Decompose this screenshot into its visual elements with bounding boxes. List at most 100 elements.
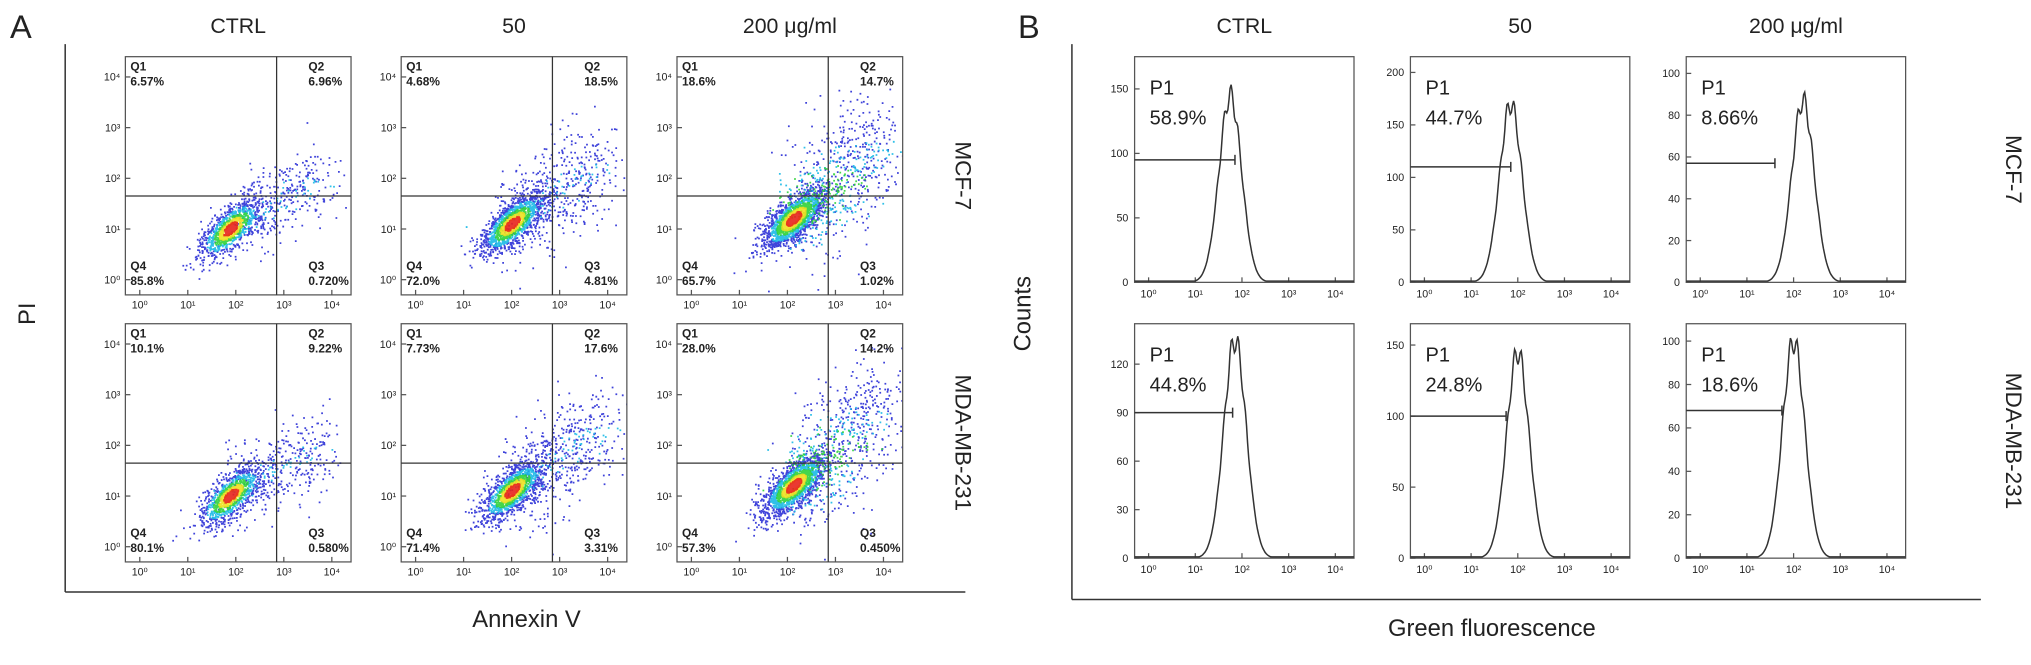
x-tick-label: 10⁰: [683, 567, 700, 579]
x-tick-label: 10²: [1786, 564, 1802, 576]
y-tick-label: 60: [1116, 456, 1128, 468]
y-tick-label: 200: [1386, 67, 1404, 79]
y-tick-label: 60: [1668, 423, 1680, 435]
x-tick-label: 10⁰: [132, 567, 149, 579]
x-tick-label: 10¹: [1188, 288, 1204, 300]
quadrant-name: Q1: [682, 327, 698, 341]
quadrant-name: Q3: [584, 526, 600, 540]
gate-name: P1: [1150, 77, 1175, 99]
histogram-curve: [1134, 336, 1354, 558]
quadrant-value: 9.22%: [308, 342, 342, 356]
quadrant-name: Q3: [308, 259, 324, 273]
y-tick-label: 20: [1668, 510, 1680, 522]
dot-cloud: [182, 122, 347, 280]
quadrant-name: Q1: [406, 59, 422, 73]
gate-value: 24.8%: [1425, 374, 1482, 396]
y-tick-label: 10³: [657, 122, 673, 134]
x-tick-label: 10¹: [1739, 288, 1755, 300]
plot-frame: [676, 323, 904, 563]
dots: [464, 374, 627, 556]
plot-frame: [1685, 323, 1907, 559]
quadrant-name: Q2: [308, 59, 324, 73]
x-tick-label: 10⁴: [324, 300, 341, 312]
dots: [460, 105, 626, 290]
quadrant-value: 14.7%: [860, 75, 894, 89]
dots: [504, 483, 521, 499]
quadrant-name: Q4: [130, 526, 146, 540]
x-tick-label: 10³: [1833, 564, 1849, 576]
x-axis-label: Green fluorescence: [1388, 615, 1596, 642]
quadrant-value: 71.4%: [406, 541, 440, 555]
y-tick-label: 0: [1122, 553, 1128, 565]
y-tick-label: 150: [1111, 84, 1129, 96]
y-tick-label: 0: [1674, 553, 1680, 565]
x-tick-label: 10⁴: [875, 300, 892, 312]
x-tick-label: 10¹: [456, 300, 472, 312]
y-tick-label: 50: [1392, 482, 1404, 494]
x-tick-label: 10³: [276, 567, 292, 579]
x-tick-label: 10¹: [1463, 564, 1479, 576]
gate-value: 44.7%: [1425, 107, 1482, 129]
y-tick-label: 40: [1668, 466, 1680, 478]
x-tick-label: 10²: [1234, 288, 1250, 300]
dots: [786, 477, 803, 494]
dots: [733, 88, 903, 293]
y-tick-label: 0: [1398, 553, 1404, 565]
column-header: 200 μg/ml: [1749, 14, 1843, 38]
plot-frame: [676, 56, 904, 296]
y-tick-label: 10¹: [381, 491, 397, 503]
y-tick-label: 80: [1668, 110, 1680, 122]
y-axis-label: PI: [14, 302, 41, 325]
y-tick-label: 10²: [657, 440, 673, 452]
x-tick-label: 10¹: [456, 567, 472, 579]
row-label: MDA-MB-231: [2001, 373, 2026, 510]
quadrant-value: 7.73%: [406, 342, 440, 356]
x-tick-label: 10⁰: [408, 567, 425, 579]
quadrant-value: 17.6%: [584, 342, 618, 356]
x-tick-label: 10⁴: [875, 567, 892, 579]
y-tick-label: 10⁰: [656, 274, 673, 286]
gate-name: P1: [1701, 77, 1726, 99]
y-tick-label: 10⁴: [656, 339, 673, 351]
y-tick-label: 80: [1668, 379, 1680, 391]
x-tick-label: 10³: [276, 300, 292, 312]
x-tick-label: 10³: [828, 567, 844, 579]
quadrant-name: Q4: [682, 526, 698, 540]
dot-cloud: [460, 105, 626, 290]
y-tick-label: 100: [1386, 172, 1404, 184]
quadrant-name: Q4: [406, 526, 422, 540]
histogram-curve: [1410, 100, 1630, 282]
plot-frame: [1133, 56, 1355, 283]
dots: [504, 216, 521, 232]
quadrant-value: 65.7%: [682, 274, 716, 288]
x-tick-label: 10⁰: [1692, 564, 1709, 576]
x-tick-label: 10²: [504, 300, 520, 312]
y-tick-label: 10⁰: [104, 541, 121, 553]
x-tick-label: 10¹: [180, 567, 196, 579]
quadrant-name: Q2: [860, 59, 876, 73]
y-tick-label: 30: [1116, 504, 1128, 516]
x-tick-label: 10⁰: [408, 300, 425, 312]
quadrant-value: 14.2%: [860, 342, 894, 356]
gate-value: 44.8%: [1150, 374, 1207, 396]
quadrant-value: 80.1%: [130, 541, 164, 555]
row-label: MDA-MB-231: [950, 375, 975, 512]
x-tick-label: 10⁴: [599, 300, 616, 312]
quadrant-value: 85.8%: [130, 274, 164, 288]
y-tick-label: 10⁴: [104, 72, 121, 84]
dots: [735, 347, 903, 561]
dot-cloud: [464, 374, 627, 556]
plot-frame: [1409, 323, 1631, 559]
y-tick-label: 10¹: [105, 224, 121, 236]
quadrant-name: Q1: [682, 59, 698, 73]
y-tick-label: 10²: [657, 173, 673, 185]
y-tick-label: 10²: [105, 440, 121, 452]
quadrant-name: Q2: [860, 327, 876, 341]
quadrant-value: 18.5%: [584, 75, 618, 89]
dot-cloud: [172, 398, 342, 542]
y-tick-label: 100: [1662, 336, 1680, 348]
quadrant-name: Q1: [406, 327, 422, 341]
y-tick-label: 150: [1386, 340, 1404, 352]
